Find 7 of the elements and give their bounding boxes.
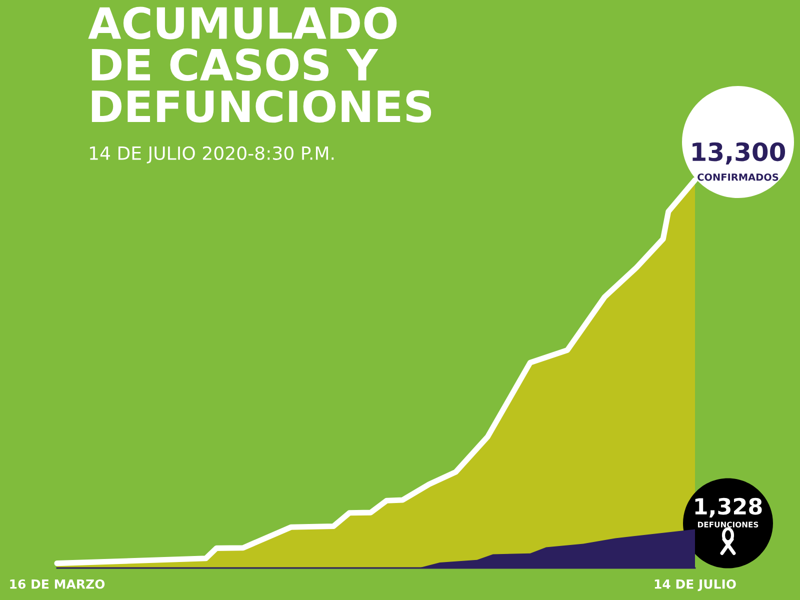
series-label: CONFIRMADOS (698, 173, 778, 181)
chart-subtitle: 14 DE JULIO 2020-8:30 P.M. (90, 146, 334, 164)
data-label: 1,328 (695, 498, 762, 518)
x-tick-label: 16 DE MARZO (10, 579, 105, 589)
chart-title: ACUMULADO DE CASOS Y DEFUNCIONES (88, 6, 432, 123)
x-tick-label: 14 DE JULIO (654, 579, 736, 592)
data-label: 13,300 (692, 142, 786, 164)
